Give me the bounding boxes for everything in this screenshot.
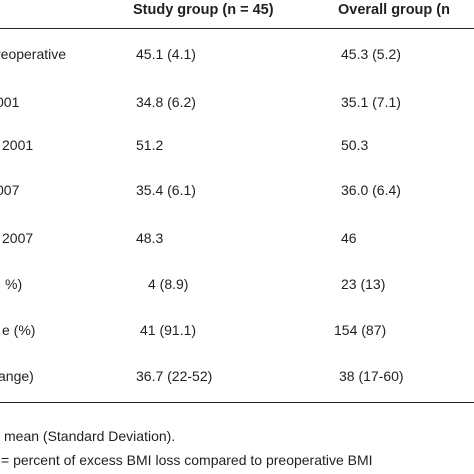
study-value: 36.7 (22-52) xyxy=(136,368,213,384)
header-rule xyxy=(0,28,474,29)
overall-value: 154 (87) xyxy=(334,322,387,338)
study-value: 34.8 (6.2) xyxy=(136,94,196,110)
header-overall-group: Overall group (n xyxy=(338,2,450,18)
study-value: 4 (8.9) xyxy=(148,276,189,292)
study-value: 48.3 xyxy=(136,230,164,246)
table-row: e (%) 41 (91.1) 154 (87) xyxy=(0,318,474,342)
row-label: 2007 xyxy=(2,230,34,246)
row-label: 2001 xyxy=(2,137,34,153)
study-value: 41 (91.1) xyxy=(140,322,197,338)
overall-value: 36.0 (6.4) xyxy=(341,182,401,198)
table-row: 007 35.4 (6.1) 36.0 (6.4) xyxy=(0,178,474,202)
table-row: 2001 51.2 50.3 xyxy=(0,133,474,157)
row-label: %) xyxy=(5,276,23,292)
overall-value: 35.1 (7.1) xyxy=(341,94,401,110)
row-label: 007 xyxy=(0,182,20,198)
footnote-mean: mean (Standard Deviation). xyxy=(4,428,176,444)
study-value: 45.1 (4.1) xyxy=(136,46,196,62)
table-row: %) 4 (8.9) 23 (13) xyxy=(0,272,474,296)
overall-value: 46 xyxy=(341,230,357,246)
row-label: reoperative xyxy=(0,46,67,62)
study-value: 51.2 xyxy=(136,137,164,153)
table-row: ange) 36.7 (22-52) 38 (17-60) xyxy=(0,364,474,388)
table-row: 2007 48.3 46 xyxy=(0,226,474,250)
table-row: 001 34.8 (6.2) 35.1 (7.1) xyxy=(0,90,474,114)
footer-rule xyxy=(0,402,474,403)
overall-value: 50.3 xyxy=(341,137,369,153)
table-row: reoperative 45.1 (4.1) 45.3 (5.2) xyxy=(0,42,474,66)
row-label: e (%) xyxy=(2,322,36,338)
overall-value: 45.3 (5.2) xyxy=(341,46,401,62)
row-label: ange) xyxy=(0,368,34,384)
overall-value: 38 (17-60) xyxy=(339,368,404,384)
overall-value: 23 (13) xyxy=(341,276,386,292)
row-label: 001 xyxy=(0,94,20,110)
header-study-group: Study group (n = 45) xyxy=(133,2,274,18)
study-value: 35.4 (6.1) xyxy=(136,182,196,198)
footnote-bmi: = percent of excess BMI loss compared to… xyxy=(1,452,373,468)
